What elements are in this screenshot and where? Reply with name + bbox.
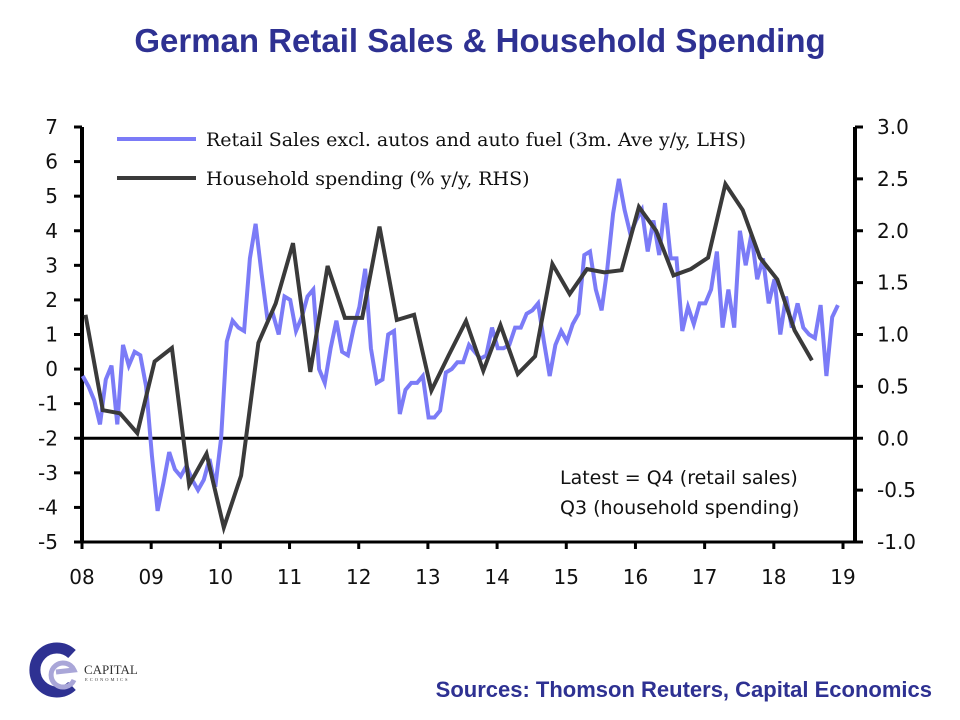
right-axis-tick-label: -1.0 xyxy=(877,530,916,554)
annotation-line-1: Latest = Q4 (retail sales) xyxy=(560,467,798,489)
x-axis-tick-label: 16 xyxy=(623,565,648,589)
left-axis-tick-label: -1 xyxy=(38,392,58,416)
x-axis-tick-label: 09 xyxy=(138,565,163,589)
annotation-line-2: Q3 (household spending) xyxy=(560,497,799,519)
x-axis-tick-label: 12 xyxy=(346,565,371,589)
legend-label-retail: Retail Sales excl. autos and auto fuel (… xyxy=(206,129,746,151)
left-axis-tick-label: 2 xyxy=(45,288,58,312)
left-axis-tick-label: -3 xyxy=(38,461,58,485)
logo-e-icon xyxy=(48,660,78,690)
capital-economics-logo: CAPITAL ECONOMICS xyxy=(29,642,138,698)
right-axis-tick-label: 1.5 xyxy=(877,271,909,295)
right-axis-tick-label: 3.0 xyxy=(877,115,909,139)
legend-label-household: Household spending (% y/y, RHS) xyxy=(206,168,530,190)
x-axis-tick-label: 10 xyxy=(208,565,233,589)
right-axis-tick-label: 1.0 xyxy=(877,323,909,347)
logo-sub: ECONOMICS xyxy=(85,677,130,682)
left-axis-tick-label: 5 xyxy=(45,184,58,208)
right-axis-tick-label: 2.5 xyxy=(877,167,909,191)
legend: Retail Sales excl. autos and auto fuel (… xyxy=(117,129,746,190)
retail-sales-line xyxy=(80,178,840,512)
left-axis-tick-label: 6 xyxy=(45,150,58,174)
chart-title: German Retail Sales & Household Spending xyxy=(134,22,826,59)
axes: 76543210-1-2-3-4-53.02.52.01.51.00.50.0-… xyxy=(38,115,916,589)
x-axis-tick-label: 18 xyxy=(761,565,786,589)
right-axis-tick-label: -0.5 xyxy=(877,478,916,502)
left-axis-tick-label: -4 xyxy=(38,495,58,519)
x-axis-tick-label: 19 xyxy=(830,565,855,589)
left-axis-tick-label: 4 xyxy=(45,219,58,243)
sources-note: Sources: Thomson Reuters, Capital Econom… xyxy=(435,677,932,702)
x-axis-tick-label: 14 xyxy=(484,565,509,589)
logo-c-icon xyxy=(29,642,76,698)
x-axis-tick-label: 13 xyxy=(415,565,440,589)
left-axis-tick-label: -2 xyxy=(38,426,58,450)
right-axis-tick-label: 0.0 xyxy=(877,426,909,450)
left-axis-tick-label: 7 xyxy=(45,115,58,139)
left-axis-tick-label: -5 xyxy=(38,530,58,554)
x-axis-tick-label: 11 xyxy=(277,565,302,589)
x-axis-tick-label: 08 xyxy=(69,565,94,589)
x-axis-tick-label: 17 xyxy=(692,565,717,589)
right-axis-tick-label: 2.0 xyxy=(877,219,909,243)
left-axis-tick-label: 1 xyxy=(45,323,58,347)
series-lines xyxy=(80,178,840,535)
left-axis-tick-label: 3 xyxy=(45,253,58,277)
household-spending-line xyxy=(83,179,814,535)
left-axis-tick-label: 0 xyxy=(45,357,58,381)
logo-name: CAPITAL xyxy=(84,662,138,677)
right-axis-tick-label: 0.5 xyxy=(877,374,909,398)
x-axis-tick-label: 15 xyxy=(554,565,579,589)
annotation: Latest = Q4 (retail sales) Q3 (household… xyxy=(560,467,799,519)
